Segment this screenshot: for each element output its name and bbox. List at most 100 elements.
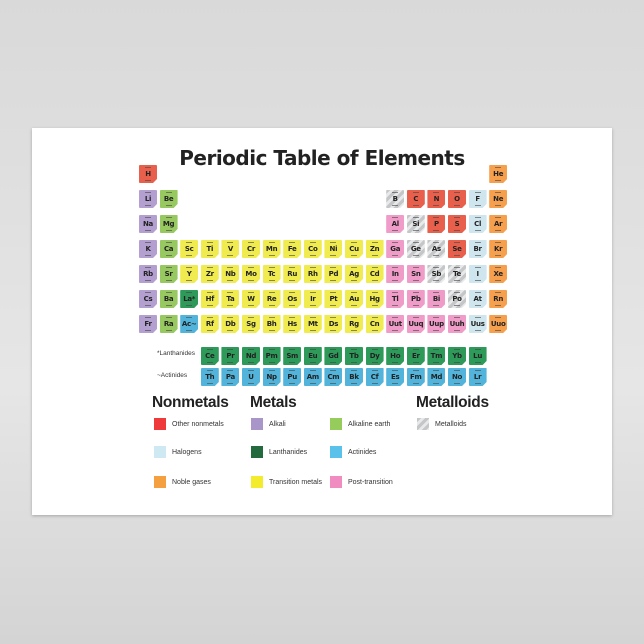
element-cell-ba: Ba [159,290,178,308]
legend-item-transition: Transition metals [251,476,322,488]
element-cell-cu: Cu [345,240,363,258]
element-name-mark [392,192,399,193]
element-symbol: S [454,220,460,228]
legend-label: Lanthanides [269,448,308,456]
element-symbol: Pu [287,373,297,381]
element-weight-mark [371,383,378,384]
element-name-mark [330,370,337,371]
element-name-mark [412,317,419,318]
element-cell-ti: Ti [200,240,219,258]
element-name-mark [227,292,234,293]
element-cell-y: Y [180,265,199,283]
element-name-mark [371,349,378,350]
element-weight-mark [454,383,460,384]
element-name-mark [433,317,440,318]
element-weight-mark [495,280,502,281]
element-cell-no: No [448,368,466,386]
element-cell-md: Md [427,368,446,386]
element-cell-os: Os [283,290,302,308]
element-name-mark [289,349,296,350]
element-cell-er: Er [406,347,425,365]
element-symbol: Uus [470,320,485,328]
element-symbol: P [433,220,439,228]
element-cell-fr: Fr [139,315,157,333]
element-symbol: Nb [225,270,236,278]
element-symbol: Sb [431,270,442,278]
element-cell-cf: Cf [365,368,384,386]
element-weight-mark [289,383,296,384]
element-weight-mark [330,362,337,363]
element-name-mark [145,242,151,243]
element-symbol: Lu [473,352,483,360]
element-symbol: Cu [349,245,359,253]
element-cell-ta: Ta [221,290,240,308]
element-weight-mark [392,330,399,331]
element-weight-mark [433,255,440,256]
element-name-mark [495,167,502,168]
element-weight-mark [495,305,502,306]
element-symbol: Es [391,373,400,381]
element-name-mark [454,317,460,318]
element-name-mark [433,292,440,293]
element-symbol: Cm [327,373,340,381]
element-cell-bk: Bk [345,368,363,386]
element-symbol: Mn [265,245,278,253]
element-name-mark [289,267,296,268]
element-cell-mn: Mn [262,240,281,258]
element-cell-pb: Pb [406,290,425,308]
element-weight-mark [248,362,254,363]
legend-swatch [417,418,429,430]
element-weight-mark [474,305,481,306]
element-name-mark [474,242,481,243]
element-symbol: Sm [286,352,299,360]
element-name-mark [330,317,337,318]
element-name-mark [206,370,213,371]
element-weight-mark [412,230,419,231]
element-symbol: Nd [245,352,257,360]
legend-label: Alkaline earth [348,420,391,428]
element-weight-mark [330,330,337,331]
element-cell-al: Al [386,215,405,233]
element-name-mark [309,292,316,293]
element-symbol: Ra [163,320,174,328]
element-symbol: U [248,373,254,381]
element-name-mark [351,349,357,350]
element-weight-mark [186,280,193,281]
element-name-mark [145,192,151,193]
element-weight-mark [495,180,502,181]
element-symbol: Ce [205,352,215,360]
element-cell-cs: Cs [139,290,157,308]
element-symbol: Ds [328,320,339,328]
element-cell-uuo: Uuo [489,315,508,333]
element-cell-pm: Pm [262,347,281,365]
legend-swatch [330,476,342,488]
element-symbol: Co [308,245,318,253]
element-symbol: Mo [245,270,257,278]
element-name-mark [227,267,234,268]
element-weight-mark [165,205,172,206]
element-name-mark [454,349,460,350]
element-cell-nd: Nd [242,347,260,365]
legend-item-post: Post-transition [330,476,393,488]
element-symbol: Xe [493,270,504,278]
element-weight-mark [248,383,254,384]
element-weight-mark [474,255,481,256]
element-cell-se: Se [448,240,466,258]
element-symbol: Dy [369,352,380,360]
element-weight-mark [454,330,460,331]
element-symbol: B [392,195,398,203]
element-cell-uuh: Uuh [448,315,466,333]
element-name-mark [145,167,151,168]
element-symbol: Cr [247,245,255,253]
element-cell-cr: Cr [242,240,260,258]
element-name-mark [351,242,357,243]
element-cell-s: S [448,215,466,233]
element-cell-c: C [406,190,425,208]
element-weight-mark [392,230,399,231]
element-cell-pr: Pr [221,347,240,365]
element-name-mark [289,317,296,318]
element-cell-bh: Bh [262,315,281,333]
element-weight-mark [371,255,378,256]
element-name-mark [474,292,481,293]
element-cell-te: Te [448,265,466,283]
